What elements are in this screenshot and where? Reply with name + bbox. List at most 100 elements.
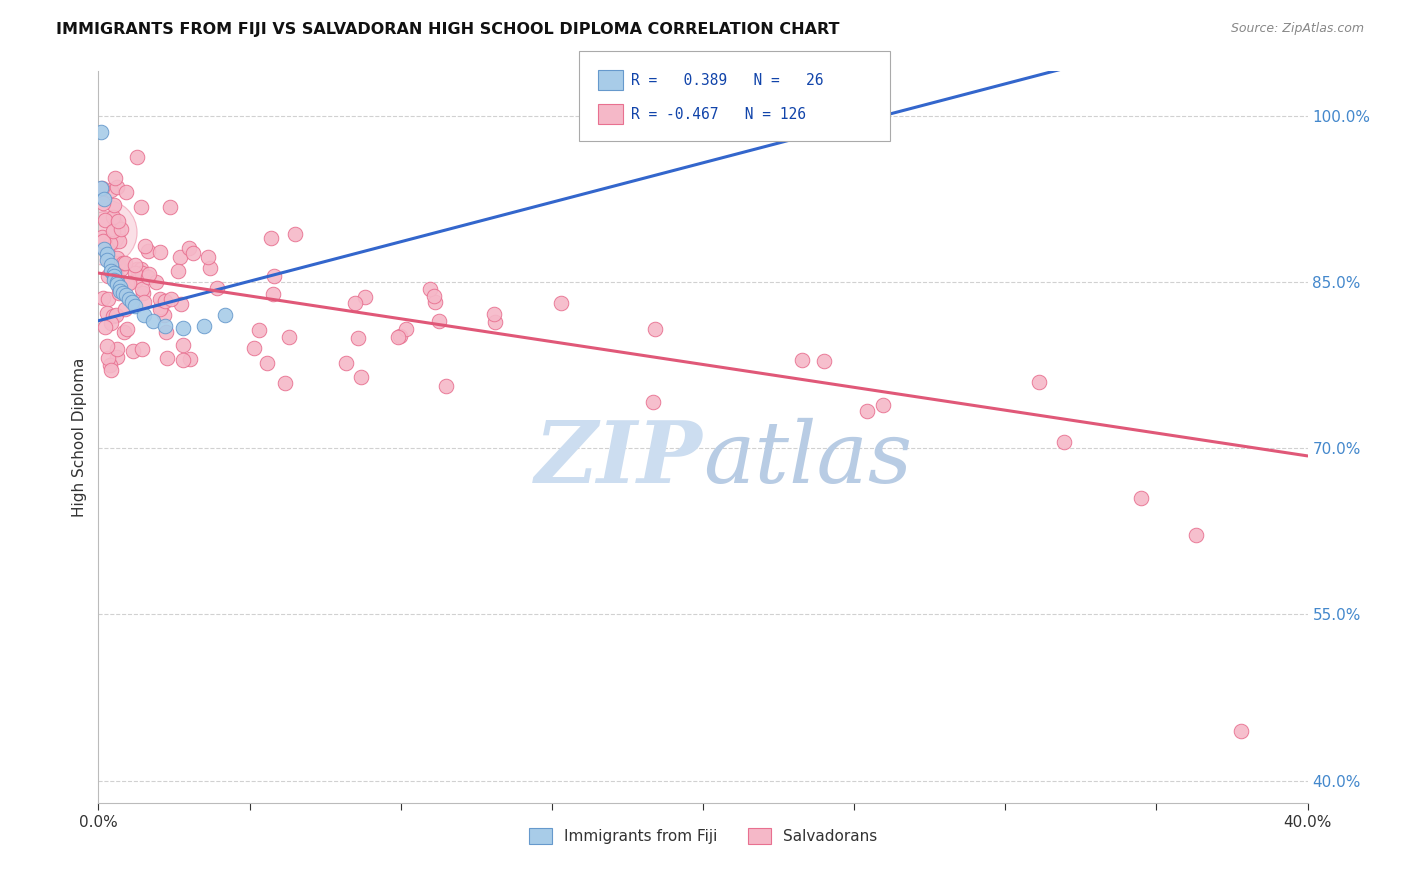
Point [118,292,141,306]
Point [1028,375,1050,389]
Point [172,353,194,368]
Point [107,214,129,228]
Point [484,315,506,329]
Point [172,321,194,335]
Point [813,354,835,368]
Point [149,244,172,259]
Point [124,273,146,287]
Point [131,282,153,296]
Point [115,185,138,199]
Point [101,210,124,224]
Point [132,308,155,322]
Point [105,308,128,322]
Point [256,356,278,370]
Point [243,341,266,355]
Point [150,300,173,314]
Point [423,294,446,309]
Point [145,275,167,289]
Text: Source: ZipAtlas.com: Source: ZipAtlas.com [1230,22,1364,36]
Point [149,301,172,316]
Point [153,308,176,322]
Point [97,351,120,365]
Point [129,261,152,276]
Point [108,280,131,294]
Point [138,244,160,259]
Point [169,250,191,264]
Point [93,225,115,239]
Point [90,125,112,139]
Point [114,256,136,270]
Point [427,313,450,327]
Point [387,330,409,344]
Point [118,277,141,291]
Point [335,355,357,369]
Point [263,268,285,283]
Point [247,323,270,337]
Point [110,262,132,277]
Point [350,370,373,384]
Point [108,285,131,300]
Point [93,225,115,239]
Point [278,330,301,344]
Point [114,301,136,316]
Point [112,325,135,339]
Point [107,281,129,295]
Point [644,321,666,335]
Point [641,394,664,409]
Legend: Immigrants from Fiji, Salvadorans: Immigrants from Fiji, Salvadorans [523,822,883,850]
Point [91,234,114,248]
Point [105,351,128,365]
Y-axis label: High School Diploma: High School Diploma [72,358,87,516]
Point [855,404,877,418]
Point [114,288,136,302]
Point [96,306,118,320]
Point [353,290,375,304]
Point [127,150,149,164]
Point [94,319,117,334]
Point [344,296,367,310]
Point [98,358,121,372]
Point [167,264,190,278]
Point [108,234,131,248]
Point [127,261,149,276]
Point [142,314,165,328]
Point [104,171,127,186]
Point [129,200,152,214]
Point [274,376,297,390]
Point [90,180,112,194]
Point [93,241,115,255]
Point [104,272,127,286]
Text: R =   0.389   N =   26: R = 0.389 N = 26 [631,73,824,87]
Point [134,294,156,309]
Point [101,224,124,238]
Point [97,268,120,283]
Point [105,269,128,284]
Point [1184,527,1206,541]
Point [395,322,418,336]
Point [108,284,131,298]
Point [101,310,124,324]
Point [132,286,155,301]
Point [105,277,128,292]
Point [98,253,121,268]
Point [347,331,370,345]
Point [96,247,118,261]
Point [97,292,120,306]
Point [93,192,115,206]
Point [96,244,118,259]
Point [93,242,115,256]
Point [159,200,181,214]
Point [103,273,125,287]
Point [134,239,156,253]
Point [91,180,114,194]
Point [160,292,183,306]
Point [122,343,145,358]
Point [1130,491,1153,505]
Point [181,245,204,260]
Point [110,276,132,290]
Point [172,338,194,352]
Point [124,258,146,272]
Point [423,289,446,303]
Point [91,291,114,305]
Point [96,252,118,267]
